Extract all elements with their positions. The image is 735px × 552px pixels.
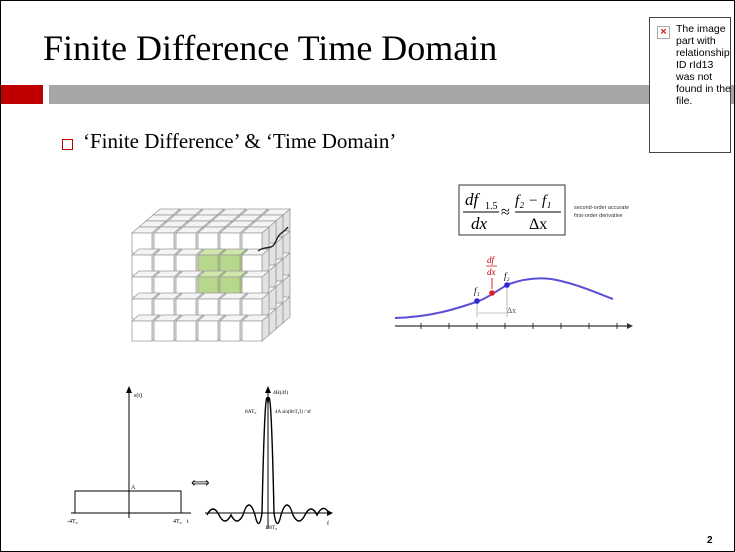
left-neg-limit: -4T₀ <box>67 519 78 525</box>
label-f2: f₂ <box>504 271 510 281</box>
grid-cube <box>240 314 271 342</box>
missing-image-placeholder: × The image part with relationship ID rI… <box>649 17 731 153</box>
point-f1 <box>474 298 480 304</box>
page-number: 2 <box>707 535 713 546</box>
accuracy-note-1: second-order accurate <box>574 205 629 211</box>
left-amplitude: A <box>131 485 136 491</box>
function-curve <box>394 277 614 319</box>
formula-box <box>458 184 566 236</box>
point-midpoint <box>489 290 495 296</box>
left-axis-label: s(t) <box>134 392 142 399</box>
right-peak-label: 8AT₀ <box>245 409 256 415</box>
right-axis-label: 4H(4f) <box>273 389 288 396</box>
rect-pulse <box>74 490 182 514</box>
formula-subscript: 1.5 <box>485 201 498 212</box>
fourier-arrow-icon: ⟺ <box>191 476 210 491</box>
formula-numerator: df <box>465 190 481 209</box>
grid-cube <box>240 226 271 254</box>
point-f2 <box>504 282 510 288</box>
bullet-text: ‘Finite Difference’ & ‘Time Domain’ <box>83 129 397 153</box>
grid-cube <box>240 270 271 298</box>
probe-wire <box>257 226 289 252</box>
accuracy-note-2: first-order derivative <box>574 213 623 219</box>
label-mid-dx: dx <box>487 267 496 277</box>
formula-approx: ≈ <box>501 204 510 221</box>
label-f1: f₁ <box>474 286 480 296</box>
broken-image-icon: × <box>657 26 670 39</box>
left-t-label: t <box>187 519 189 525</box>
missing-image-message: The image part with relationship ID rId1… <box>676 23 731 107</box>
label-mid-df: df <box>487 255 496 265</box>
finite-difference-figure: df 1.5 dx ≈ f₂ − f₁ Δx second-order accu… <box>394 184 633 329</box>
right-formula: 4A sin(8πT₀f) / πf <box>275 410 311 415</box>
formula-rhs-denominator: Δx <box>529 216 547 233</box>
sinc-curve <box>206 397 330 525</box>
grid-cube <box>218 226 249 254</box>
formula-denominator: dx <box>471 214 488 233</box>
bullet-square-icon <box>62 139 73 150</box>
fourier-transform-pair-figure: s(t) A -4T₀ 4T₀ t ⟺ 4H(4f) 8AT₀ 4A sin(8… <box>67 386 333 531</box>
yee-cell-grid-figure <box>130 208 291 342</box>
grid-cube <box>240 292 271 320</box>
label-delta-x: Δx <box>507 306 516 315</box>
formula-rhs-numerator: f₂ − f₁ <box>515 193 551 209</box>
right-zero-label: 1/8T₀ <box>265 525 277 531</box>
grid-cube <box>240 248 271 276</box>
title-accent-bar <box>1 85 43 104</box>
slide-title: Finite Difference Time Domain <box>43 28 498 68</box>
title-divider-bar <box>49 85 734 104</box>
right-f-label: f <box>327 520 329 527</box>
left-pos-limit: 4T₀ <box>173 519 182 525</box>
